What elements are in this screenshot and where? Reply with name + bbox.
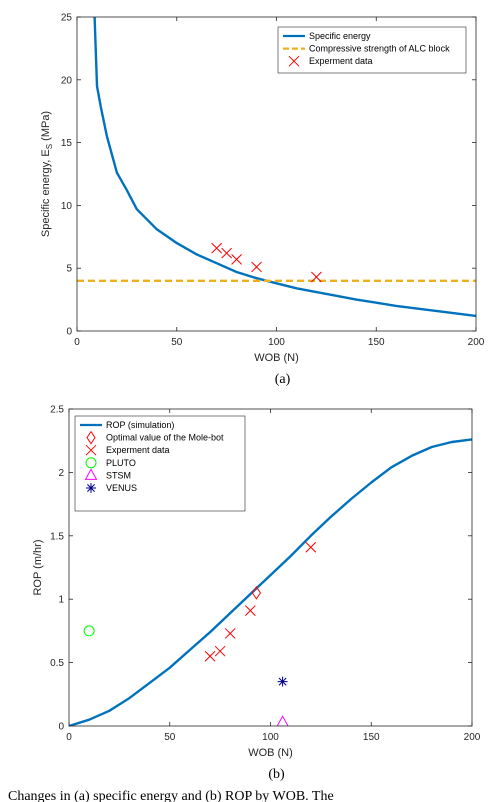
series-experment-data-point-stroke2	[251, 261, 262, 273]
y-tick-label: 25	[61, 13, 73, 24]
y-axis-label: Specific energy, ES (MPa)	[40, 111, 54, 237]
series-experment-data-point	[224, 628, 236, 639]
series-experment-data-point	[311, 271, 322, 283]
series-experment-data-point	[231, 254, 242, 265]
x-axis-label: WOB (N)	[248, 747, 293, 759]
series-venus-point-d2	[278, 677, 287, 686]
chart-a: 0 50 100 150 200 0 5 10 15 20 25 Specific energy Com…	[40, 13, 485, 388]
series-pluto-point	[83, 625, 95, 637]
series-experment-data-point-stroke2	[231, 254, 242, 265]
legend-entry-2-label: Experment data	[106, 445, 170, 455]
legend: ROP (simulation) Optimal value of the Mol…	[74, 415, 246, 512]
legend-entry-2-swatch-stroke2	[288, 55, 300, 67]
y-tick-label: 1	[58, 595, 64, 606]
plot-series	[69, 438, 472, 726]
y-axis-label-unit: (MPa)	[40, 111, 52, 144]
legend-entry-0-label: ROP (simulation)	[106, 420, 174, 430]
x-tick-label: 150	[368, 337, 385, 348]
legend-entry-5-swatch	[86, 483, 96, 493]
y-axis-label-main: ROP (m/hr)	[32, 539, 44, 595]
x-tick-label: 200	[464, 732, 481, 743]
y-tick-label: 2	[58, 468, 64, 479]
series-experment-data-point-stroke2	[221, 247, 232, 259]
series-experment-data-point	[204, 650, 216, 662]
legend-entry-0-label: Specific energy	[309, 31, 371, 41]
y-axis-label: ROP (m/hr)	[32, 539, 44, 595]
legend-entry-4-label: STSM	[106, 470, 131, 480]
series-specific-energy-line	[93, 17, 476, 318]
y-tick-label: 1.5	[50, 531, 64, 542]
legend-entry-2-swatch	[85, 444, 97, 456]
x-tick-label: 150	[363, 732, 380, 743]
legend-entry-2-swatch	[288, 55, 300, 67]
series-rop-simulation--line	[69, 438, 472, 726]
x-tick-label: 0	[74, 337, 80, 348]
legend: Specific energy Compressive strength of A…	[277, 26, 467, 74]
chart-b: 0 50 100 150 200 0 0.5 1 1.5 2 2.5 ROP (simulation)…	[32, 405, 481, 783]
axes-frame	[76, 16, 477, 332]
y-tick-label: 20	[61, 75, 73, 86]
legend-entry-5-swatch-d2	[87, 484, 95, 492]
x-tick-label: 0	[66, 732, 72, 743]
x-tick-label: 50	[164, 732, 176, 743]
series-experment-data-point	[305, 541, 317, 553]
series-venus-point	[277, 676, 288, 687]
x-axis-label: WOB (N)	[254, 352, 299, 364]
y-axis-label-subscript: S	[45, 144, 54, 149]
legend-entry-2-label: Experment data	[309, 56, 373, 66]
x-tick-label: 100	[268, 337, 285, 348]
legend-box	[277, 26, 467, 74]
y-tick-label: 0	[58, 722, 64, 733]
series-optimal-value-of-the-mole-bot-point	[251, 585, 261, 600]
y-axis-label-main: Specific energy, E	[40, 149, 52, 237]
legend-entry-1-swatch	[86, 430, 96, 445]
series-experment-data-point-stroke2	[211, 242, 223, 254]
legend-entry-1-label: Compressive strength of ALC block	[309, 44, 450, 54]
series-experment-data-point-stroke2	[214, 645, 226, 657]
series-experment-data-point	[244, 605, 256, 616]
y-tick-label: 10	[61, 201, 73, 212]
legend-entry-4-swatch	[84, 468, 98, 480]
legend-entry-5-label: VENUS	[106, 483, 137, 493]
x-tick-label: 100	[262, 732, 279, 743]
footer-caption-text: Changes in (a) specific energy and (b) R…	[8, 789, 334, 802]
series-experment-data-point-stroke2	[244, 605, 256, 616]
x-tick-label: 50	[171, 337, 183, 348]
subfigure-caption: (a)	[275, 372, 291, 387]
legend-entry-2-swatch-stroke2	[85, 444, 97, 456]
y-tick-label: 0.5	[50, 658, 64, 669]
plot-series	[77, 17, 476, 318]
axes-frame	[68, 408, 473, 727]
series-experment-data-point	[211, 242, 223, 254]
series-experment-data-point-stroke2	[224, 628, 236, 639]
legend-entry-1-label: Optimal value of the Mole-bot	[106, 433, 224, 443]
y-tick-label: 5	[66, 264, 72, 275]
subfigure-caption: (b)	[268, 767, 285, 782]
y-tick-label: 0	[66, 327, 72, 338]
series-experment-data-point	[251, 261, 262, 273]
legend-box	[74, 415, 246, 512]
series-experment-data-point	[214, 645, 226, 657]
legend-entry-3-swatch	[85, 457, 97, 469]
series-experment-data-point-stroke2	[305, 541, 317, 553]
series-experment-data-point	[221, 247, 232, 259]
y-tick-label: 2.5	[50, 405, 64, 416]
x-tick-label: 200	[468, 337, 485, 348]
legend-entry-3-label: PLUTO	[106, 458, 136, 468]
series-stsm-point	[276, 715, 289, 726]
series-experment-data-point-stroke2	[311, 271, 322, 283]
series-experment-data-point-stroke2	[204, 650, 216, 662]
y-tick-label: 15	[61, 138, 73, 149]
